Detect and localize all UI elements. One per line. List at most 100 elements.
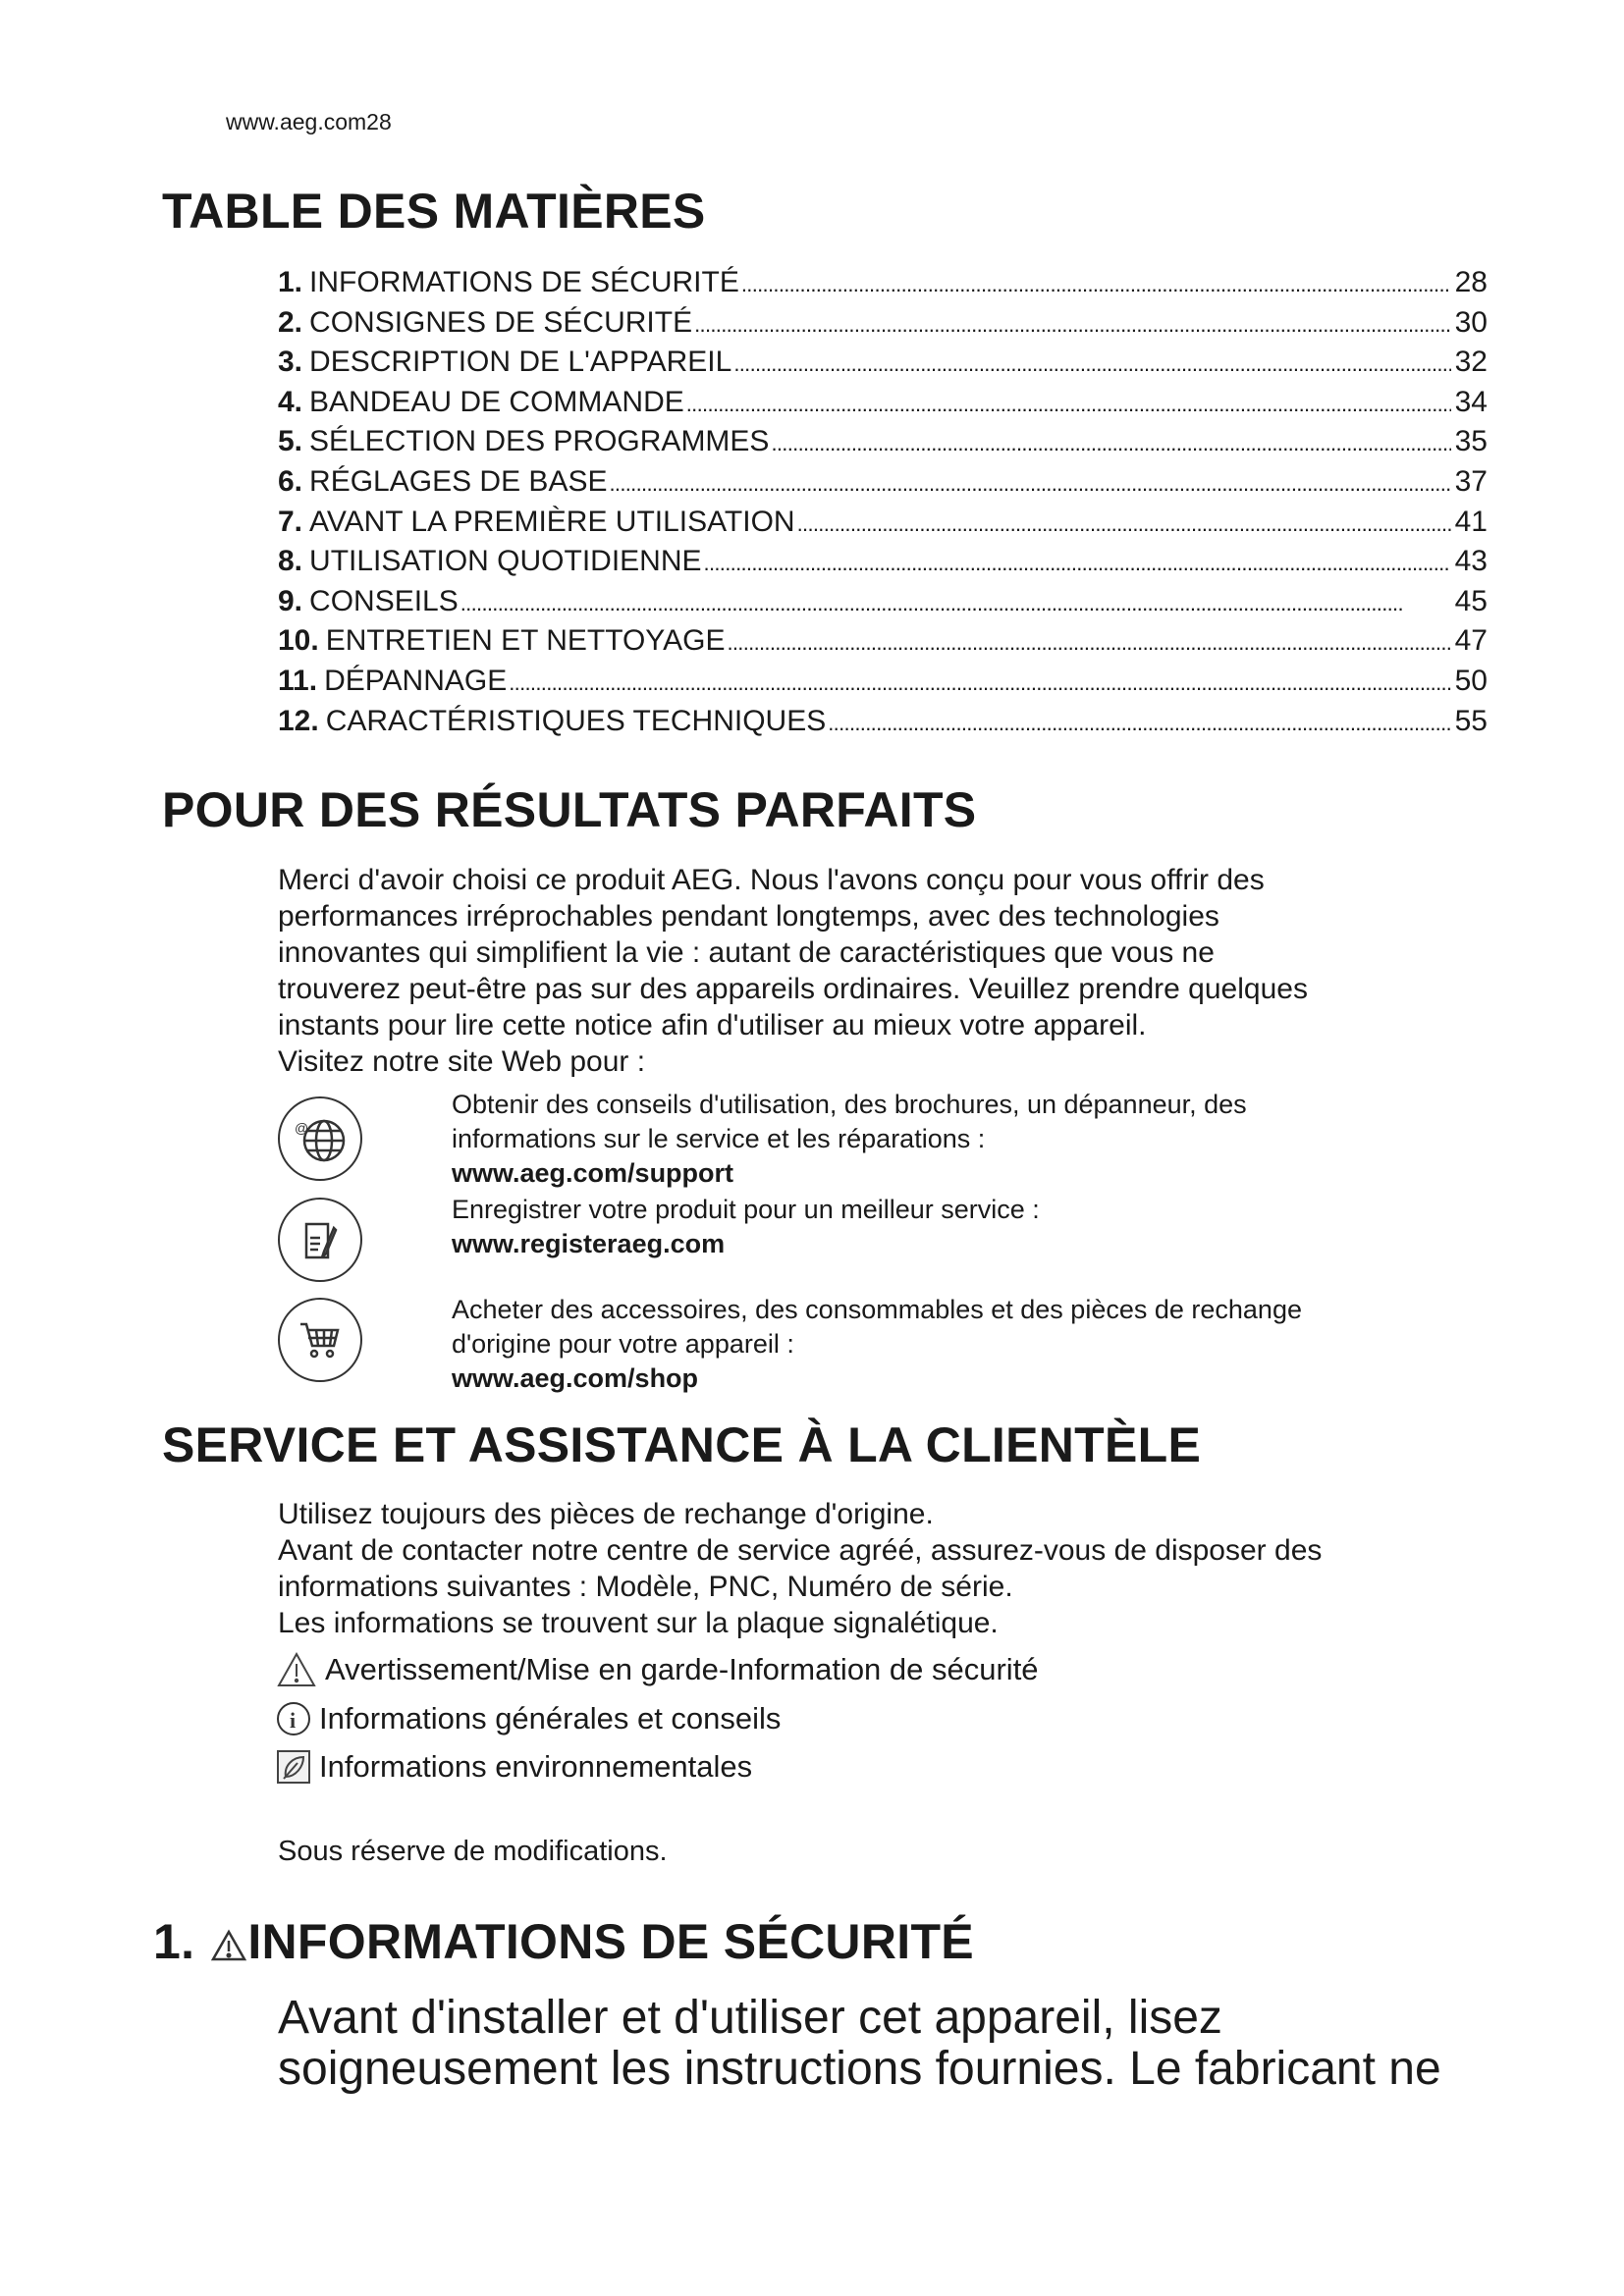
service-text: Utilisez toujours des pièces de rechange… [278, 1496, 1554, 1641]
toc-page: 28 [1454, 266, 1488, 298]
toc-label: CONSEILS [309, 584, 459, 617]
toc-entry[interactable]: 10.ENTRETIEN ET NETTOYAGE 47 [278, 621, 1488, 662]
text-line: d'origine pour votre appareil : [452, 1329, 794, 1359]
toc-page: 45 [1454, 584, 1488, 617]
warning-icon [277, 1651, 316, 1686]
toc-entry[interactable]: 6.RÉGLAGES DE BASE 37 [278, 462, 1488, 503]
toc-label: AVANT LA PREMIÈRE UTILISATION [309, 505, 795, 538]
leaf-icon [277, 1750, 310, 1784]
toc-label: INFORMATIONS DE SÉCURITÉ [309, 266, 739, 298]
legend-warning: Avertissement/Mise en garde-Information … [276, 1651, 1039, 1688]
toc-number: 6. [278, 464, 303, 498]
toc-entry[interactable]: 12.CARACTÉRISTIQUES TECHNIQUES 55 [278, 702, 1488, 742]
toc-page: 47 [1454, 624, 1488, 658]
toc-leader [460, 582, 1451, 624]
toc-number: 2. [278, 305, 303, 339]
legend-info: i Informations générales et conseils [276, 1701, 781, 1736]
text-line: Avant d'installer et d'utiliser cet appa… [278, 1992, 1222, 2044]
toc-leader [609, 462, 1450, 505]
toc-entry[interactable]: 9.CONSEILS 45 [278, 582, 1488, 622]
text-line: informations sur le service et les répar… [452, 1124, 986, 1153]
text-line: Utilisez toujours des pièces de rechange… [278, 1498, 934, 1530]
toc-number: 10. [278, 624, 319, 658]
toc-label: CONSIGNES DE SÉCURITÉ [309, 305, 693, 339]
toc-page: 41 [1454, 505, 1488, 538]
toc-number: 4. [278, 385, 303, 418]
toc-label: DESCRIPTION DE L'APPAREIL [309, 346, 732, 379]
toc-leader [704, 542, 1451, 584]
toc-number: 3. [278, 346, 303, 379]
text-line: Acheter des accessoires, des consommable… [452, 1295, 1302, 1324]
toc-entry[interactable]: 8.UTILISATION QUOTIDIENNE 43 [278, 542, 1488, 582]
toc-page: 50 [1454, 664, 1488, 697]
section-1-title: 1. INFORMATIONS DE SÉCURITÉ [153, 1917, 974, 1966]
toc-page: 55 [1454, 704, 1488, 737]
register-icon [278, 1198, 362, 1282]
text-line: Obtenir des conseils d'utilisation, des … [452, 1090, 1247, 1119]
toc-page: 43 [1454, 545, 1488, 578]
svg-text:i: i [290, 1708, 296, 1733]
toc-page: 35 [1454, 425, 1488, 458]
toc-label: RÉGLAGES DE BASE [309, 464, 608, 498]
text-line: innovantes qui simplifient la vie : auta… [278, 936, 1215, 969]
toc-label: SÉLECTION DES PROGRAMMES [309, 425, 770, 458]
toc-entry[interactable]: 4.BANDEAU DE COMMANDE 34 [278, 383, 1488, 423]
toc-page: 37 [1454, 464, 1488, 498]
warning-icon [211, 1929, 247, 1961]
toc-label: CARACTÉRISTIQUES TECHNIQUES [325, 704, 827, 737]
toc-entry[interactable]: 11.DÉPANNAGE 50 [278, 662, 1488, 702]
toc-number: 1. [278, 266, 303, 298]
toc-title: TABLE DES MATIÈRES [162, 184, 706, 239]
support-link[interactable]: www.aeg.com/support [452, 1158, 734, 1188]
info-icon: i [277, 1702, 310, 1735]
register-link[interactable]: www.registeraeg.com [452, 1229, 726, 1258]
toc-label: BANDEAU DE COMMANDE [309, 385, 684, 418]
text-line: Les informations se trouvent sur la plaq… [278, 1607, 999, 1639]
toc-number: 8. [278, 545, 303, 578]
toc-leader [733, 343, 1450, 385]
shop-link[interactable]: www.aeg.com/shop [452, 1363, 699, 1393]
toc-leader [828, 702, 1450, 744]
toc-entry[interactable]: 7.AVANT LA PREMIÈRE UTILISATION 41 [278, 503, 1488, 543]
text-line: trouverez peut-être pas sur des appareil… [278, 973, 1308, 1005]
globe-icon: @ [278, 1096, 362, 1181]
toc-entry[interactable]: 1.INFORMATIONS DE SÉCURITÉ 28 [278, 263, 1488, 303]
cart-icon [278, 1298, 362, 1382]
page-number: 28 [366, 109, 392, 134]
toc-leader [686, 383, 1451, 425]
register-link-block: Enregistrer votre produit pour un meille… [452, 1193, 1532, 1261]
section-title-text: INFORMATIONS DE SÉCURITÉ [247, 1914, 974, 1969]
legend-label: Informations générales et conseils [319, 1701, 782, 1735]
legend-label: Avertissement/Mise en garde-Information … [325, 1652, 1039, 1686]
legend-environment: Informations environnementales [276, 1749, 752, 1785]
table-of-contents: 1.INFORMATIONS DE SÉCURITÉ 28 2.CONSIGNES … [278, 263, 1488, 741]
text-line: Enregistrer votre produit pour un meille… [452, 1195, 1040, 1224]
page-header: www.aeg.com28 [226, 109, 392, 135]
shop-link-block: Acheter des accessoires, des consommable… [452, 1293, 1532, 1396]
toc-label: ENTRETIEN ET NETTOYAGE [325, 624, 726, 658]
toc-leader [771, 422, 1450, 464]
toc-label: DÉPANNAGE [324, 664, 508, 697]
toc-leader [694, 303, 1451, 346]
service-title: SERVICE ET ASSISTANCE À LA CLIENTÈLE [162, 1417, 1202, 1472]
toc-page: 34 [1454, 385, 1488, 418]
results-title: POUR DES RÉSULTATS PARFAITS [162, 782, 977, 837]
text-line: informations suivantes : Modèle, PNC, Nu… [278, 1571, 1013, 1603]
toc-number: 5. [278, 425, 303, 458]
text-line: Visitez notre site Web pour : [278, 1045, 646, 1078]
toc-number: 7. [278, 505, 303, 538]
toc-label: UTILISATION QUOTIDIENNE [309, 545, 702, 578]
toc-number: 11. [278, 664, 318, 697]
toc-page: 30 [1454, 305, 1488, 339]
text-line: performances irréprochables pendant long… [278, 900, 1219, 933]
toc-leader [727, 621, 1450, 664]
legend-label: Informations environnementales [319, 1749, 753, 1784]
toc-leader [797, 503, 1451, 545]
toc-leader [509, 662, 1450, 704]
section-1-intro: Avant d'installer et d'utiliser cet appa… [278, 1993, 1594, 2095]
text-line: soigneusement les instructions fournies.… [278, 2043, 1441, 2095]
toc-entry[interactable]: 3.DESCRIPTION DE L'APPAREIL 32 [278, 343, 1488, 383]
toc-entry[interactable]: 2.CONSIGNES DE SÉCURITÉ 30 [278, 303, 1488, 344]
results-intro: Merci d'avoir choisi ce produit AEG. Nou… [278, 862, 1554, 1080]
toc-entry[interactable]: 5.SÉLECTION DES PROGRAMMES 35 [278, 422, 1488, 462]
